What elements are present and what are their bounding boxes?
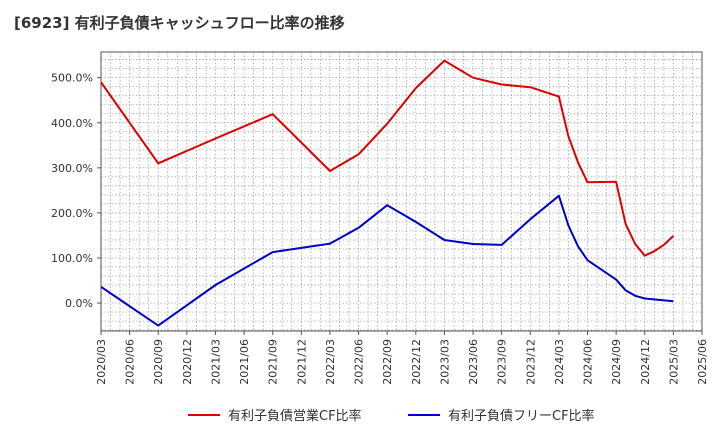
axis-layer: 0.0% 100.0% 200.0% 300.0% 400.0% 500.0% 2020/0… [51, 51, 709, 385]
x-tick-label: 2024/09 [610, 339, 623, 385]
y-tick-label: 0.0% [65, 297, 93, 310]
y-tick-label: 300.0% [51, 162, 93, 175]
x-tick-label: 2021/06 [238, 339, 251, 385]
x-tick-label: 2021/12 [295, 339, 308, 385]
x-tick-label: 2023/09 [496, 339, 509, 385]
x-tick-label: 2021/09 [267, 339, 280, 385]
series-line-1 [100, 59, 675, 257]
x-tick-label: 2022/03 [324, 339, 337, 385]
x-tick-label: 2024/03 [553, 339, 566, 385]
x-tick-label: 2023/06 [467, 339, 480, 385]
y-tick-label: 100.0% [51, 252, 93, 265]
plot-frame [100, 51, 703, 332]
x-tick-label: 2025/03 [667, 339, 680, 385]
x-tick-label: 2022/12 [410, 339, 423, 385]
y-tick-label: 400.0% [51, 117, 93, 130]
y-tick-label: 500.0% [51, 72, 93, 85]
x-tick-label: 2023/03 [438, 339, 451, 385]
legend-label-1: 有利子負債営業CF比率 [228, 408, 362, 424]
legend-label-2: 有利子負債フリーCF比率 [448, 408, 595, 424]
x-tick-label: 2022/09 [381, 339, 394, 385]
x-tick-label: 2025/06 [696, 339, 709, 385]
x-tick-label: 2024/12 [639, 339, 652, 385]
y-tick-label: 200.0% [51, 207, 93, 220]
x-tick-label: 2020/06 [124, 339, 137, 385]
plot-area [101, 52, 702, 331]
x-tick-label: 2024/06 [582, 339, 595, 385]
series-layer [100, 59, 675, 327]
x-tick-label: 2021/03 [209, 339, 222, 385]
x-tick-label: 2020/09 [152, 339, 165, 385]
legend-layer: 有利子負債営業CF比率 有利子負債フリーCF比率 [188, 408, 595, 424]
x-tick-label: 2020/12 [181, 339, 194, 385]
grid-layer [100, 52, 703, 331]
x-tick-label: 2023/12 [524, 339, 537, 385]
chart-title: [6923] 有利子負債キャッシュフロー比率の推移 [14, 14, 345, 32]
series-line-2 [100, 194, 674, 327]
x-tick-label: 2022/06 [353, 339, 366, 385]
x-tick-label: 2020/03 [95, 339, 108, 385]
